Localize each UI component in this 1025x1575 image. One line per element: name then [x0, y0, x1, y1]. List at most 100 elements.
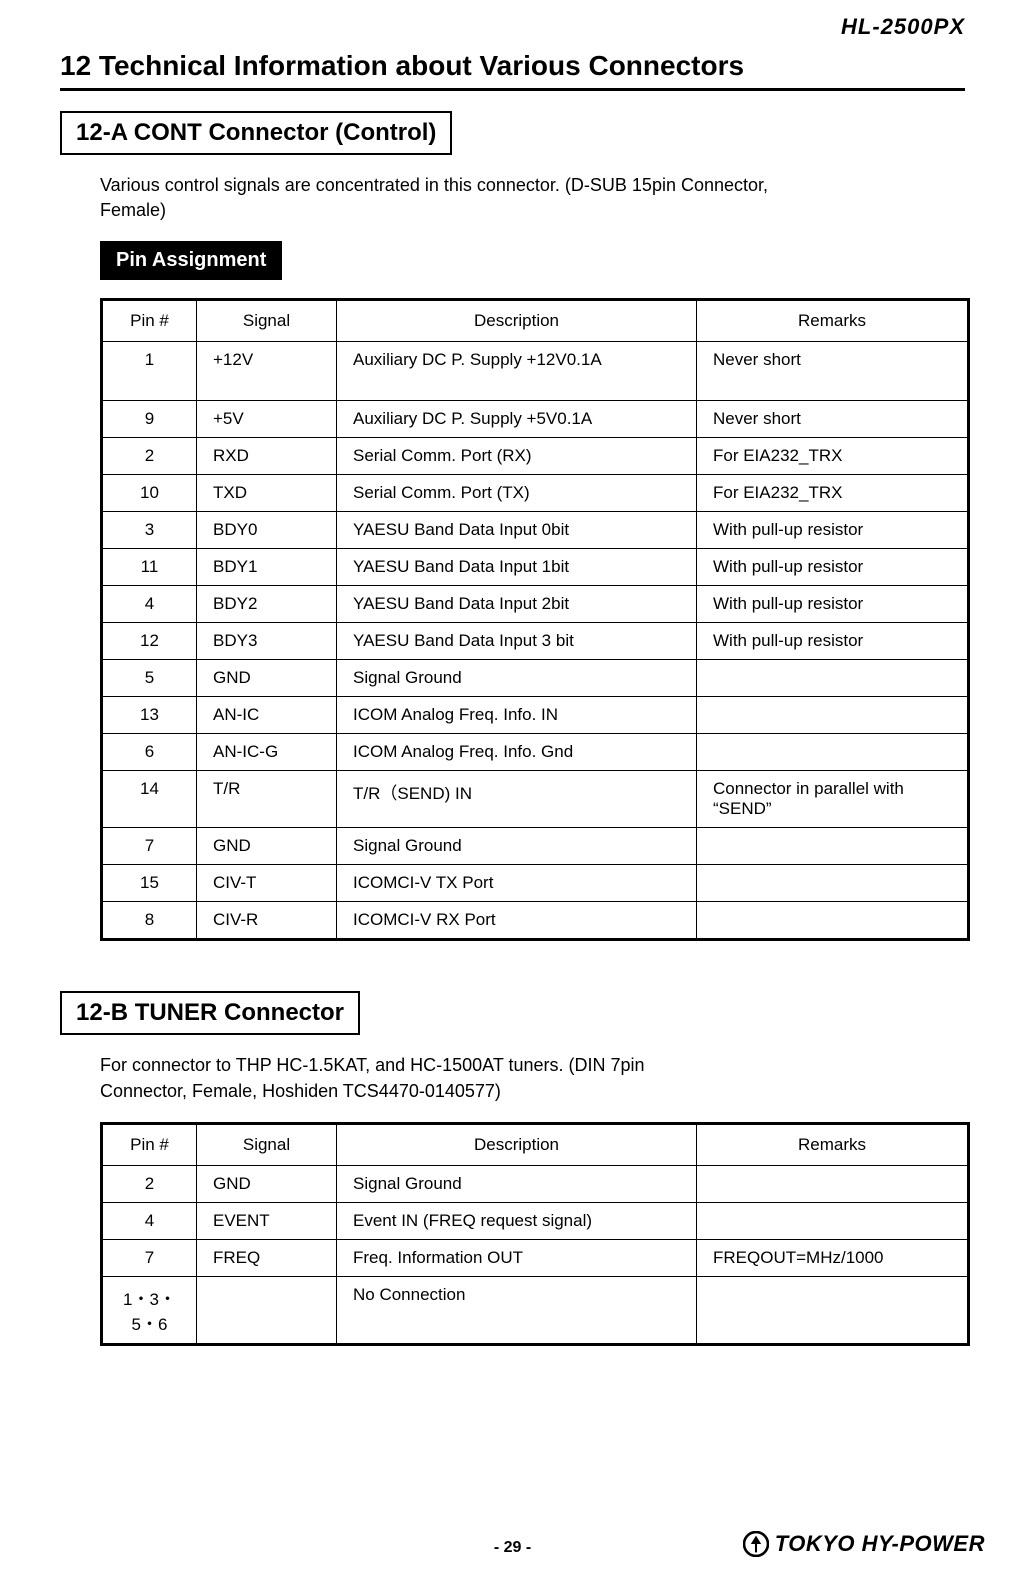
model-header: HL-2500PX [60, 14, 965, 40]
cell-signal: AN-IC [197, 697, 337, 734]
table-row: 12BDY3YAESU Band Data Input 3 bitWith pu… [102, 623, 969, 660]
cell-signal: RXD [197, 438, 337, 475]
section-b-title: 12-B TUNER Connector [60, 991, 360, 1035]
cell-signal: +5V [197, 401, 337, 438]
cell-description: T/R（SEND) IN [337, 771, 697, 828]
cell-pin: 14 [102, 771, 197, 828]
brand-footer: TOKYO HY-POWER [743, 1531, 985, 1557]
cell-description: ICOMCI-V RX Port [337, 902, 697, 940]
table-row: 8CIV-RICOMCI-V RX Port [102, 902, 969, 940]
cell-description: YAESU Band Data Input 1bit [337, 549, 697, 586]
col-remarks: Remarks [697, 300, 969, 342]
table-row: 4EVENTEvent IN (FREQ request signal) [102, 1202, 969, 1239]
table-row: 14T/RT/R（SEND) INConnector in parallel w… [102, 771, 969, 828]
cell-pin: 2 [102, 1165, 197, 1202]
cell-description: Serial Comm. Port (TX) [337, 475, 697, 512]
col-signal: Signal [197, 300, 337, 342]
cell-signal: FREQ [197, 1239, 337, 1276]
cell-signal [197, 1276, 337, 1344]
cell-signal: BDY0 [197, 512, 337, 549]
cell-description: No Connection [337, 1276, 697, 1344]
cell-signal: BDY3 [197, 623, 337, 660]
table-row: 13AN-ICICOM Analog Freq. Info. IN [102, 697, 969, 734]
table-row: 2GNDSignal Ground [102, 1165, 969, 1202]
cell-description: Auxiliary DC P. Supply +5V0.1A [337, 401, 697, 438]
brand-logo-icon [743, 1531, 769, 1557]
cell-pin: 4 [102, 1202, 197, 1239]
cell-signal: EVENT [197, 1202, 337, 1239]
cell-remarks: For EIA232_TRX [697, 438, 969, 475]
cell-pin: 1 [102, 342, 197, 401]
cell-remarks [697, 1165, 969, 1202]
cell-pin: 15 [102, 865, 197, 902]
cell-remarks [697, 734, 969, 771]
table-row: 6AN-IC-GICOM Analog Freq. Info. Gnd [102, 734, 969, 771]
cell-description: ICOM Analog Freq. Info. Gnd [337, 734, 697, 771]
table-row: 11BDY1YAESU Band Data Input 1bitWith pul… [102, 549, 969, 586]
cell-pin: 7 [102, 828, 197, 865]
table-row: 4BDY2YAESU Band Data Input 2bitWith pull… [102, 586, 969, 623]
tuner-pin-table: Pin # Signal Description Remarks 2GNDSig… [100, 1122, 970, 1346]
section-a-description: Various control signals are concentrated… [100, 173, 820, 223]
cell-remarks: With pull-up resistor [697, 586, 969, 623]
chapter-title: 12 Technical Information about Various C… [60, 50, 965, 91]
col-desc: Description [337, 1123, 697, 1165]
table-header-row: Pin # Signal Description Remarks [102, 1123, 969, 1165]
col-desc: Description [337, 300, 697, 342]
cell-signal: GND [197, 828, 337, 865]
cell-description: Freq. Information OUT [337, 1239, 697, 1276]
cell-remarks: With pull-up resistor [697, 512, 969, 549]
table-row: 10TXDSerial Comm. Port (TX)For EIA232_TR… [102, 475, 969, 512]
cell-remarks: Connector in parallel with “SEND” [697, 771, 969, 828]
cell-description: Signal Ground [337, 660, 697, 697]
table-row: 3BDY0YAESU Band Data Input 0bitWith pull… [102, 512, 969, 549]
cell-remarks [697, 828, 969, 865]
cell-pin: 12 [102, 623, 197, 660]
cell-pin: 13 [102, 697, 197, 734]
table-row: 15CIV-TICOMCI-V TX Port [102, 865, 969, 902]
cell-description: ICOMCI-V TX Port [337, 865, 697, 902]
cell-remarks [697, 1276, 969, 1344]
cell-pin: 3 [102, 512, 197, 549]
col-pin: Pin # [102, 1123, 197, 1165]
pin-assignment-label: Pin Assignment [100, 241, 282, 280]
section-a-title: 12-A CONT Connector (Control) [60, 111, 452, 155]
cell-description: YAESU Band Data Input 0bit [337, 512, 697, 549]
cell-signal: CIV-T [197, 865, 337, 902]
cell-remarks: With pull-up resistor [697, 623, 969, 660]
table-row: 1+12VAuxiliary DC P. Supply +12V0.1ANeve… [102, 342, 969, 401]
cell-signal: GND [197, 660, 337, 697]
cell-pin: 6 [102, 734, 197, 771]
cell-pin: 11 [102, 549, 197, 586]
cell-signal: TXD [197, 475, 337, 512]
cell-signal: +12V [197, 342, 337, 401]
cell-pin: 8 [102, 902, 197, 940]
cell-description: Signal Ground [337, 1165, 697, 1202]
cell-signal: AN-IC-G [197, 734, 337, 771]
page-footer: - 29 - TOKYO HY-POWER [0, 1539, 1025, 1557]
cell-remarks [697, 1202, 969, 1239]
cell-description: ICOM Analog Freq. Info. IN [337, 697, 697, 734]
cell-remarks [697, 865, 969, 902]
cell-remarks [697, 660, 969, 697]
cell-remarks: With pull-up resistor [697, 549, 969, 586]
brand-text: TOKYO HY-POWER [775, 1531, 985, 1557]
table-row: 7GNDSignal Ground [102, 828, 969, 865]
cell-signal: T/R [197, 771, 337, 828]
cell-pin: 5 [102, 660, 197, 697]
cell-pin: 2 [102, 438, 197, 475]
cell-description: Auxiliary DC P. Supply +12V0.1A [337, 342, 697, 401]
cell-signal: GND [197, 1165, 337, 1202]
cell-pin: 9 [102, 401, 197, 438]
page: HL-2500PX 12 Technical Information about… [0, 0, 1025, 1575]
col-remarks: Remarks [697, 1123, 969, 1165]
table-row: 1・3・5・6No Connection [102, 1276, 969, 1344]
section-b-description: For connector to THP HC-1.5KAT, and HC-1… [100, 1053, 720, 1103]
cell-pin: 7 [102, 1239, 197, 1276]
table-row: 9+5VAuxiliary DC P. Supply +5V0.1ANever … [102, 401, 969, 438]
cell-remarks [697, 697, 969, 734]
cell-remarks [697, 902, 969, 940]
cell-remarks: Never short [697, 342, 969, 401]
cell-description: Signal Ground [337, 828, 697, 865]
cell-remarks: For EIA232_TRX [697, 475, 969, 512]
